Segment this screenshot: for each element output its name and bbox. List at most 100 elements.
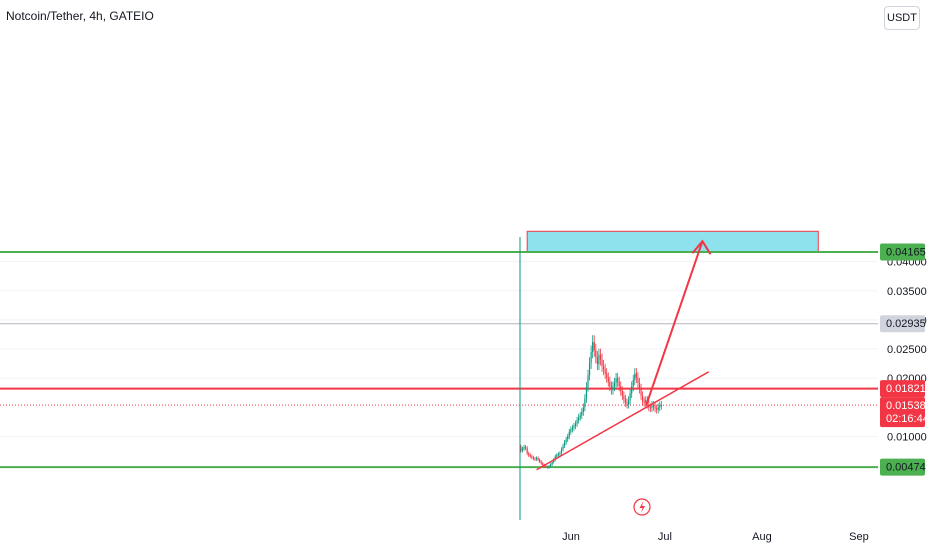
candle bbox=[540, 460, 542, 465]
target-zone-layer bbox=[526, 230, 819, 253]
candle-body bbox=[523, 446, 525, 449]
x-tick-label: Sep bbox=[849, 531, 869, 543]
candle-body bbox=[574, 423, 577, 427]
candle bbox=[537, 456, 539, 462]
candle-body bbox=[585, 386, 588, 399]
candle-body bbox=[559, 453, 561, 455]
candle-body bbox=[627, 400, 630, 405]
candle-body bbox=[565, 439, 567, 443]
support-trend-line bbox=[536, 371, 710, 471]
candle-body bbox=[570, 429, 572, 432]
candle-body bbox=[599, 354, 602, 360]
candle-body bbox=[545, 466, 547, 468]
projection-arrow-head bbox=[691, 239, 712, 255]
candle bbox=[528, 451, 530, 457]
x-tick-label: Jul bbox=[658, 531, 672, 543]
candle bbox=[582, 403, 584, 416]
candle bbox=[532, 455, 534, 461]
candle-body bbox=[582, 407, 584, 413]
candle-body bbox=[626, 402, 628, 405]
candle bbox=[617, 372, 619, 387]
candle-body bbox=[573, 426, 575, 428]
candle-body bbox=[606, 373, 608, 378]
price-tag-0.00474-bg bbox=[880, 458, 925, 476]
candle-body bbox=[520, 446, 522, 451]
candle bbox=[520, 444, 522, 453]
candle-body bbox=[652, 405, 655, 407]
price-tag-0.02935-text: 0.02935 bbox=[886, 318, 926, 330]
candle bbox=[657, 403, 659, 414]
currency-button[interactable]: USDT bbox=[884, 6, 920, 30]
candle bbox=[590, 345, 592, 369]
candle bbox=[531, 454, 533, 460]
candle-body bbox=[615, 378, 617, 383]
price-tag-0.00474: 0.00474 bbox=[880, 458, 926, 476]
candle bbox=[556, 453, 558, 459]
candle-body bbox=[604, 369, 606, 374]
candle-body bbox=[528, 453, 530, 456]
candle-body bbox=[571, 427, 573, 430]
candle bbox=[560, 447, 563, 456]
candle-body bbox=[548, 466, 550, 468]
candle-body bbox=[542, 463, 544, 466]
candle-body bbox=[632, 379, 634, 387]
candle-body bbox=[598, 354, 600, 365]
candle bbox=[624, 394, 627, 407]
candle bbox=[627, 396, 630, 409]
candle bbox=[545, 464, 547, 469]
candle bbox=[612, 381, 614, 395]
candle-body bbox=[621, 391, 623, 396]
candle-body bbox=[581, 412, 583, 416]
candle-body bbox=[584, 398, 586, 408]
candle-body bbox=[525, 446, 527, 449]
candle-body bbox=[640, 388, 642, 396]
candle-body bbox=[593, 342, 595, 351]
candle bbox=[539, 458, 541, 464]
candle-body bbox=[649, 407, 651, 409]
candle bbox=[607, 372, 609, 387]
price-tag-0.01821-bg bbox=[880, 380, 925, 398]
candle-body bbox=[596, 357, 598, 365]
candle bbox=[574, 420, 577, 430]
y-tick-label: 0.02500 bbox=[887, 344, 927, 356]
candle-body bbox=[603, 365, 605, 370]
candle bbox=[554, 454, 556, 462]
price-level-lines bbox=[0, 250, 878, 469]
time-axis: Jun Jul Aug Sep bbox=[562, 498, 869, 543]
candle bbox=[529, 453, 531, 459]
price-tag-0.01821-text: 0.01821 bbox=[886, 383, 926, 395]
candle bbox=[638, 377, 641, 394]
price-tag-last-bg bbox=[880, 397, 925, 428]
candle bbox=[631, 381, 633, 398]
candle bbox=[593, 335, 595, 357]
candle-body bbox=[643, 401, 645, 403]
candle-body bbox=[532, 457, 534, 459]
candle bbox=[581, 408, 583, 420]
candle bbox=[610, 381, 612, 395]
candle bbox=[535, 456, 538, 461]
candle bbox=[584, 394, 586, 412]
candle bbox=[660, 400, 662, 410]
candle bbox=[576, 416, 578, 427]
candle bbox=[659, 401, 661, 412]
candle-body bbox=[531, 456, 533, 458]
candle bbox=[565, 436, 567, 445]
candle-body bbox=[578, 417, 580, 421]
lightning-icon[interactable] bbox=[633, 498, 651, 516]
candle bbox=[640, 383, 642, 401]
candle-body bbox=[540, 461, 542, 464]
candle-body bbox=[660, 405, 662, 406]
candle-body bbox=[551, 462, 553, 465]
candle bbox=[595, 343, 597, 364]
candle bbox=[585, 382, 588, 403]
candle bbox=[598, 348, 600, 371]
candle-body bbox=[629, 393, 631, 401]
candle-body bbox=[623, 395, 625, 400]
candle bbox=[637, 372, 639, 388]
price-tag-0.04165-bg bbox=[880, 243, 925, 261]
candle-body bbox=[587, 375, 589, 387]
candle bbox=[615, 372, 617, 388]
candle-body bbox=[588, 363, 591, 376]
candle bbox=[626, 398, 628, 409]
